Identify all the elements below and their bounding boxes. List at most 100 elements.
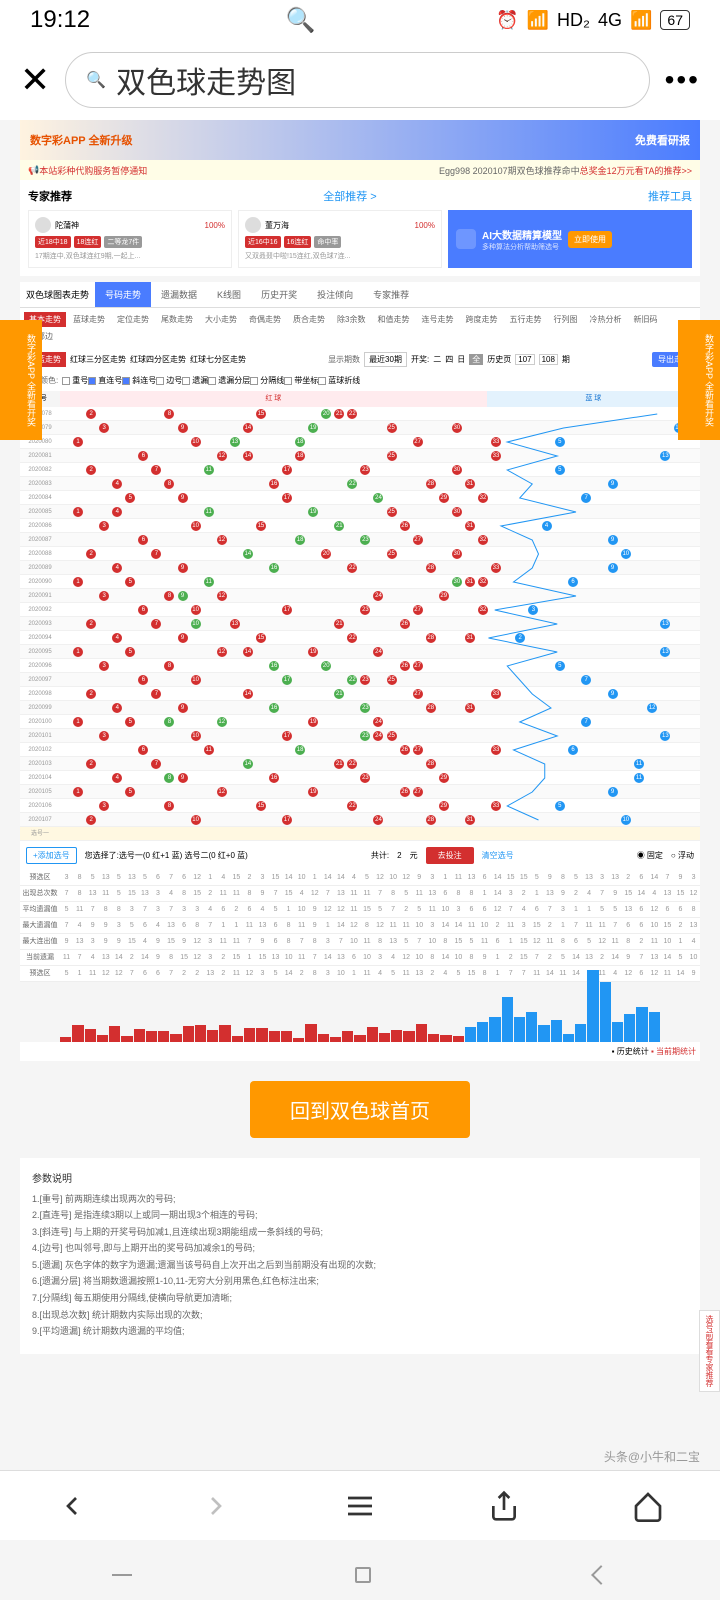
stat-bar bbox=[465, 1027, 476, 1042]
sub-tab[interactable]: 除3余数 bbox=[332, 312, 370, 327]
red-ball: 23 bbox=[360, 465, 370, 475]
red-ball: 33 bbox=[491, 451, 501, 461]
red-ball: 17 bbox=[282, 605, 292, 615]
red-ball: 6 bbox=[138, 451, 148, 461]
nav-tab[interactable]: K线图 bbox=[207, 282, 251, 307]
trend-tab[interactable]: 红球四分区走势 bbox=[130, 354, 186, 365]
hist-3: 期 bbox=[562, 354, 570, 365]
red-ball: 32 bbox=[478, 577, 488, 587]
red-ball: 22 bbox=[347, 675, 357, 685]
nav-tab[interactable]: 专家推荐 bbox=[363, 282, 419, 307]
day[interactable]: 二 bbox=[433, 354, 441, 365]
sub-tab[interactable]: 行列图 bbox=[548, 312, 582, 327]
red-ball: 26 bbox=[400, 619, 410, 629]
red-ball: 14 bbox=[243, 759, 253, 769]
sub-tab[interactable]: 质合走势 bbox=[288, 312, 330, 327]
side-ad-left[interactable]: 数字彩APP 全新看开奖 bbox=[0, 320, 42, 440]
chart-row: 202008348162228319 bbox=[20, 477, 700, 491]
blue-ball: 5 bbox=[555, 801, 565, 811]
radio-fixed[interactable]: ◉ 固定 bbox=[637, 850, 663, 861]
filter-checkbox[interactable]: 斜连号 bbox=[122, 375, 156, 386]
ai-card[interactable]: AI大数据精算模型 多种算法分析帮助筛选号 立即使用 bbox=[448, 210, 692, 268]
red-ball: 28 bbox=[426, 759, 436, 769]
add-selection-btn[interactable]: +添加选号 bbox=[26, 847, 77, 864]
tag: 近16中16 bbox=[245, 236, 281, 248]
day[interactable]: 全 bbox=[469, 354, 483, 365]
tag: 18连红 bbox=[74, 236, 102, 248]
stat-bar bbox=[183, 1026, 194, 1041]
back-icon[interactable] bbox=[54, 1488, 90, 1524]
sub-tab[interactable]: 定位走势 bbox=[112, 312, 154, 327]
nav-tab[interactable]: 历史开奖 bbox=[251, 282, 307, 307]
filter-checkbox[interactable]: 直连号 bbox=[88, 375, 122, 386]
search-box[interactable]: 🔍 双色球走势图 bbox=[65, 52, 649, 108]
red-ball: 27 bbox=[413, 535, 423, 545]
back-home-button[interactable]: 回到双色球首页 bbox=[250, 1081, 470, 1138]
blue-ball: 9 bbox=[608, 689, 618, 699]
forward-icon[interactable] bbox=[198, 1488, 234, 1524]
filter-checkbox[interactable]: 边号 bbox=[156, 375, 182, 386]
filter-checkbox[interactable]: 重号 bbox=[62, 375, 88, 386]
chart-row: 202010515121926279 bbox=[20, 785, 700, 799]
sub-tab[interactable]: 尾数走势 bbox=[156, 312, 198, 327]
red-ball: 26 bbox=[400, 745, 410, 755]
sub-tab[interactable]: 大小走势 bbox=[200, 312, 242, 327]
red-ball: 6 bbox=[138, 535, 148, 545]
red-ball: 8 bbox=[164, 591, 174, 601]
red-ball: 22 bbox=[347, 759, 357, 769]
red-ball: 23 bbox=[360, 731, 370, 741]
red-ball: 31 bbox=[465, 479, 475, 489]
filter-checkbox[interactable]: 遗漏 bbox=[182, 375, 208, 386]
stat-bar bbox=[587, 970, 598, 1042]
nav-tab[interactable]: 投注倾向 bbox=[307, 282, 363, 307]
sub-tab[interactable]: 奇偶走势 bbox=[244, 312, 286, 327]
share-icon[interactable] bbox=[486, 1488, 522, 1524]
sub-tab[interactable]: 冷热分析 bbox=[584, 312, 626, 327]
clear-link[interactable]: 清空选号 bbox=[482, 850, 514, 861]
filter-checkbox[interactable]: 带坐标 bbox=[284, 375, 318, 386]
sub-tab[interactable]: 新旧码 bbox=[628, 312, 662, 327]
red-ball: 7 bbox=[151, 689, 161, 699]
filter-checkbox[interactable]: 遗漏分层 bbox=[208, 375, 250, 386]
expert-card-1[interactable]: 陀蒲神 100% 近18中18 18连红 二等龙7件 17期连中,双色球连红9期… bbox=[28, 210, 232, 268]
menu-icon[interactable] bbox=[342, 1488, 378, 1524]
home-icon[interactable] bbox=[630, 1488, 666, 1524]
chart-grid[interactable]: 2020078281520212229202007939141925301420… bbox=[20, 407, 700, 827]
sub-tab[interactable]: 蓝球走势 bbox=[68, 312, 110, 327]
red-ball: 2 bbox=[86, 815, 96, 825]
period-val[interactable]: 最近30期 bbox=[364, 352, 407, 367]
red-ball: 14 bbox=[243, 549, 253, 559]
float-tag[interactable]: 选号前看看专家推荐 bbox=[699, 1310, 720, 1392]
red-ball: 24 bbox=[373, 647, 383, 657]
notice-link[interactable]: 看TA的推荐>> bbox=[635, 164, 692, 177]
red-ball: 27 bbox=[413, 437, 423, 447]
red-ball: 21 bbox=[334, 759, 344, 769]
sub-tab[interactable]: 跨度走势 bbox=[460, 312, 502, 327]
sub-tab[interactable]: 连号走势 bbox=[416, 312, 458, 327]
red-ball: 9 bbox=[178, 591, 188, 601]
expert-card-2[interactable]: 董万海 100% 近16中16 16连红 命中率 又双叒叕中啦!15连红,双色球… bbox=[238, 210, 442, 268]
bet-button[interactable]: 去投注 bbox=[426, 847, 474, 864]
blue-ball: 7 bbox=[581, 675, 591, 685]
filter-checkbox[interactable]: 分隔线 bbox=[250, 375, 284, 386]
sub-tab[interactable]: 五行走势 bbox=[504, 312, 546, 327]
day[interactable]: 日 bbox=[457, 354, 465, 365]
filter-checkbox[interactable]: 蓝球折线 bbox=[318, 375, 360, 386]
sub-tab[interactable]: 和值走势 bbox=[372, 312, 414, 327]
nav-tab[interactable]: 号码走势 bbox=[95, 282, 151, 307]
side-ad-right[interactable]: 数字彩APP 全新看开奖 bbox=[678, 320, 720, 440]
trend-tab[interactable]: 红球三分区走势 bbox=[70, 354, 126, 365]
select-row[interactable]: 选号一 bbox=[20, 827, 700, 841]
promo-banner[interactable]: 数字彩APP 全新升级 免费看研报 bbox=[20, 120, 700, 160]
nav-tab[interactable]: 遗漏数据 bbox=[151, 282, 207, 307]
notice-left: 本站彩种代购服务暂停通知 bbox=[39, 164, 147, 177]
red-ball: 10 bbox=[191, 675, 201, 685]
ai-btn[interactable]: 立即使用 bbox=[568, 231, 612, 248]
radio-float[interactable]: ○ 浮动 bbox=[671, 850, 694, 861]
day[interactable]: 四 bbox=[445, 354, 453, 365]
tools-link[interactable]: 推荐工具 bbox=[648, 188, 692, 204]
expert-link[interactable]: 全部推荐 > bbox=[323, 188, 376, 204]
trend-tab[interactable]: 红球七分区走势 bbox=[190, 354, 246, 365]
more-icon[interactable]: ••• bbox=[665, 64, 700, 96]
close-icon[interactable]: ✕ bbox=[20, 59, 50, 101]
